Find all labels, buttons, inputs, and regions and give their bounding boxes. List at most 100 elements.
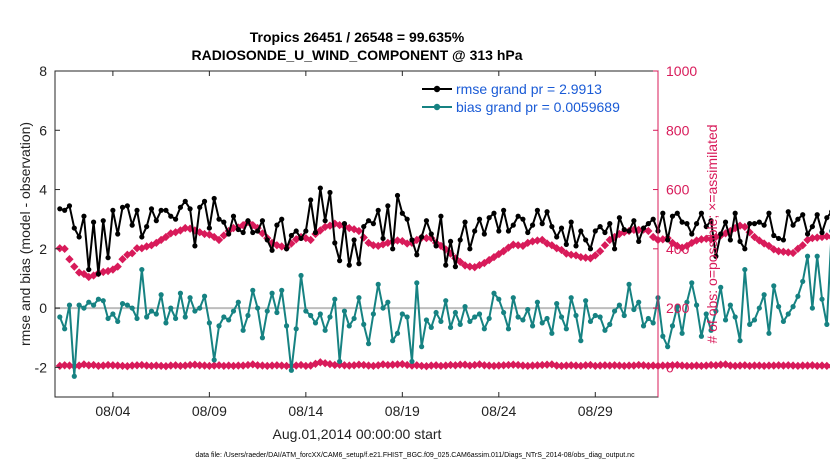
bias-point <box>153 311 159 317</box>
x-tick-label: 08/09 <box>192 403 227 419</box>
rmse-point <box>747 221 753 227</box>
bias-point <box>235 299 241 305</box>
bias-point <box>95 296 102 302</box>
rmse-point <box>404 216 410 222</box>
bias-point <box>747 321 753 327</box>
rmse-point <box>718 231 724 237</box>
bias-point <box>751 317 758 323</box>
bias-point <box>607 321 613 327</box>
nobs-possible-point <box>788 248 798 258</box>
rmse-point <box>674 210 680 216</box>
bias-point <box>631 306 637 313</box>
y-axis-right-ticks: 0 200 400 600 800 1000 <box>653 63 697 375</box>
bias-point <box>76 302 82 308</box>
bias-point <box>573 312 579 319</box>
rmse-point <box>337 258 343 264</box>
rmse-point <box>583 237 589 243</box>
bias-point <box>505 326 512 332</box>
bias-point <box>491 290 497 296</box>
rmse-point <box>665 237 671 243</box>
rmse-point <box>380 235 386 242</box>
bias-point <box>428 324 434 330</box>
bias-point <box>790 304 796 310</box>
bias-point <box>322 327 328 333</box>
bias-point <box>766 330 772 336</box>
nobs-possible-point <box>822 232 830 241</box>
rmse-point <box>341 221 348 227</box>
rmse-point <box>486 215 492 221</box>
nobs-possible-point <box>128 249 137 258</box>
rmse-point <box>626 228 632 234</box>
rmse-point <box>771 232 777 239</box>
bias-point <box>737 338 743 344</box>
nobs-possible-point <box>480 258 489 268</box>
bias-point <box>90 302 97 308</box>
bias-point <box>602 327 608 333</box>
bias-point <box>689 280 695 286</box>
bias-point <box>674 304 680 310</box>
rmse-point <box>679 219 685 225</box>
legend-bias-marker <box>433 103 441 111</box>
nobs-assimilated-point <box>822 361 830 371</box>
bias-point <box>119 301 126 307</box>
rmse-point <box>433 243 439 249</box>
rmse-point <box>168 213 174 219</box>
rmse-point <box>698 210 705 216</box>
rmse-point <box>766 210 772 216</box>
bias-point <box>722 317 729 323</box>
rmse-point <box>438 213 444 219</box>
nobs-possible-point <box>798 241 807 250</box>
rmse-point <box>356 261 362 267</box>
bias-point <box>785 311 791 317</box>
rmse-point <box>616 215 623 221</box>
legend-rmse-marker <box>433 85 441 93</box>
nobs-possible-point <box>65 255 74 264</box>
rmse-point <box>443 262 449 268</box>
bias-point <box>554 301 560 307</box>
bias-point <box>544 315 550 322</box>
series-bias <box>57 229 830 379</box>
bias-point <box>341 308 348 314</box>
nobs-possible-point <box>504 243 513 252</box>
rmse-point <box>549 223 555 230</box>
bias-point <box>669 323 676 329</box>
rmse-point <box>390 246 396 252</box>
rmse-point <box>370 221 376 227</box>
nobs-possible-point <box>456 257 465 267</box>
bias-point <box>62 326 68 332</box>
rmse-point <box>756 219 762 225</box>
bias-point <box>515 314 521 320</box>
bias-point <box>563 326 569 332</box>
rmse-point <box>428 231 434 237</box>
bias-point <box>727 302 733 308</box>
rmse-point <box>414 252 420 258</box>
bias-point <box>447 324 454 330</box>
rmse-point <box>505 228 512 234</box>
rmse-point <box>211 195 217 202</box>
bias-point <box>472 314 478 320</box>
rmse-point <box>95 271 102 277</box>
bias-point <box>288 367 294 373</box>
bias-point <box>211 357 217 363</box>
bias-point <box>370 311 376 317</box>
nobs-possible-point <box>547 241 557 250</box>
bias-point <box>163 320 169 326</box>
rmse-point <box>303 228 309 234</box>
y-right-tick-label: 600 <box>666 182 690 198</box>
bias-point <box>356 295 362 301</box>
bias-point <box>144 314 150 320</box>
y-right-tick-label: 800 <box>666 122 690 138</box>
bias-point <box>385 299 391 305</box>
rmse-point <box>800 212 806 218</box>
rmse-point <box>708 218 714 224</box>
rmse-point <box>573 243 579 249</box>
rmse-point <box>255 228 261 234</box>
rmse-point <box>163 207 169 213</box>
rmse-point <box>129 222 135 228</box>
bias-point <box>168 305 174 311</box>
nobs-possible-point <box>118 255 127 264</box>
bias-point <box>361 321 367 327</box>
bias-point <box>756 305 762 311</box>
rmse-point <box>283 246 290 252</box>
bias-point <box>283 323 290 329</box>
